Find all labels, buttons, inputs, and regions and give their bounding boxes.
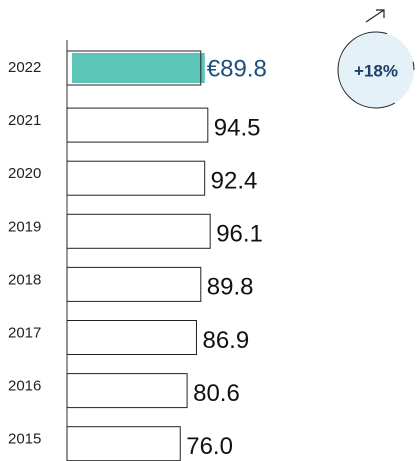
y-tick-label: 2022 [8,59,41,76]
badge-circle [337,31,415,109]
value-label: 76.0 [186,433,233,460]
value-label: 89.8 [207,274,254,301]
badge-arrow [365,9,385,23]
value-label: 94.5 [214,114,261,141]
bar [66,373,188,409]
y-tick-label: 2021 [8,112,41,129]
bar [66,266,202,302]
bar [66,160,206,196]
growth-badge: +18% [337,9,415,109]
y-tick-label: 2017 [8,324,41,341]
value-label: 92.4 [211,168,258,195]
bar [66,213,211,249]
value-label: €89.8 [207,55,267,82]
bar [66,320,197,355]
y-tick-label: 2016 [8,378,41,395]
bar-outline [66,50,202,86]
value-label: 96.1 [216,221,263,248]
y-tick-label: 2020 [8,165,41,182]
y-tick-label: 2018 [8,271,41,288]
value-label: 86.9 [202,327,249,354]
y-tick-label: 2019 [8,218,41,235]
bar [72,53,205,83]
annotation: +18% [354,61,398,80]
value-label: 80.6 [193,380,240,407]
bar [66,107,209,143]
y-tick-label: 2015 [8,431,41,448]
bar [66,426,181,461]
